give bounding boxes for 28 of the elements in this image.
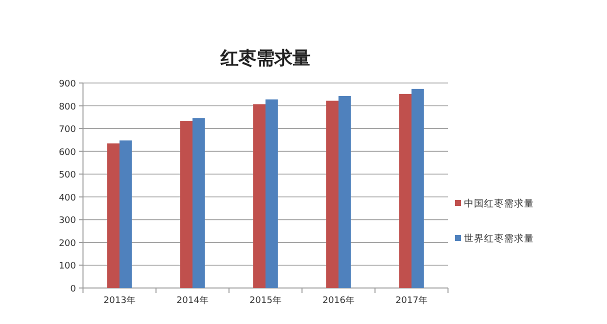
y-tick-label: 400 — [58, 193, 76, 204]
y-tick-label: 700 — [58, 125, 76, 136]
x-tick-label: 2013年 — [104, 295, 136, 306]
y-tick-label: 300 — [58, 216, 76, 226]
chart-title: 红枣需求量 — [220, 48, 310, 69]
bar — [192, 118, 205, 288]
y-tick-label: 100 — [58, 262, 76, 272]
bar — [120, 140, 132, 288]
bar — [326, 100, 338, 288]
y-tick-label: 900 — [58, 80, 76, 90]
legend-label: 世界红枣需求量 — [464, 232, 534, 244]
bar — [266, 99, 278, 288]
bar — [107, 143, 120, 288]
bar — [253, 104, 266, 288]
legend-label: 中国红枣需求量 — [464, 198, 534, 210]
bar — [412, 88, 424, 288]
y-tick-label: 200 — [58, 238, 76, 249]
bar — [180, 121, 192, 288]
x-tick-label: 2015年 — [250, 295, 282, 306]
bar — [338, 96, 351, 288]
bar — [399, 94, 412, 288]
y-tick-label: 600 — [58, 148, 76, 158]
x-tick-label: 2017年 — [396, 295, 428, 306]
x-tick-label: 2014年 — [176, 295, 208, 306]
y-tick-label: 500 — [58, 170, 76, 181]
y-tick-label: 800 — [58, 102, 76, 112]
x-tick-label: 2016年 — [322, 295, 354, 306]
y-tick-label: 0 — [70, 284, 76, 294]
